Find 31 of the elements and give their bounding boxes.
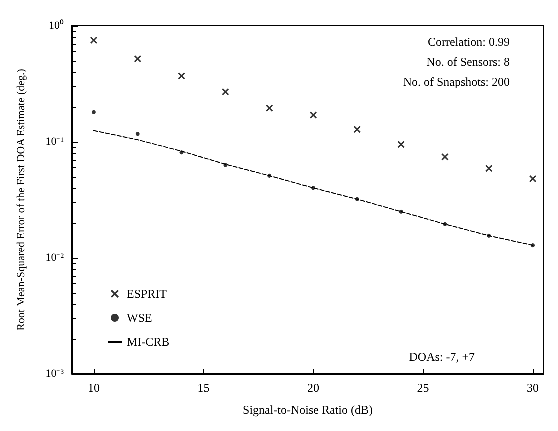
x-tick-label: 15 (198, 381, 210, 395)
annotation: DOAs: -7, +7 (409, 350, 475, 364)
x-tick-label: 30 (527, 381, 540, 395)
point (92, 110, 96, 114)
y-tick-label: 10⁰ (49, 19, 64, 32)
y-tick-label: 10⁻² (46, 252, 65, 264)
y-tick-label: 10⁻¹ (46, 136, 64, 148)
point (486, 165, 493, 172)
point (134, 55, 142, 62)
point (530, 175, 537, 182)
point (222, 88, 230, 96)
point (398, 141, 405, 148)
point (178, 72, 186, 80)
annotation: No. of Snapshots: 200 (403, 75, 510, 89)
x-tick-label: 25 (417, 381, 430, 395)
annotation: Correlation: 0.99 (428, 35, 510, 49)
point (266, 104, 274, 112)
point (354, 126, 361, 134)
legend-label: WSE (127, 311, 152, 325)
point (310, 112, 317, 119)
point (90, 36, 98, 44)
legend-label: MI-CRB (127, 335, 170, 349)
legend-label: ESPRIT (127, 287, 168, 301)
point (136, 132, 140, 136)
y-axis-title: Root Mean-Squared Error of the First DOA Estimate (deg.) (16, 68, 28, 331)
x-tick-label: 20 (307, 381, 320, 395)
x-axis-title: Signal-to-Noise Ratio (dB) (243, 403, 373, 417)
y-tick-label: 10⁻³ (46, 368, 65, 380)
annotation: No. of Sensors: 8 (426, 55, 510, 69)
point (442, 154, 449, 161)
x-tick-label: 10 (88, 381, 100, 395)
